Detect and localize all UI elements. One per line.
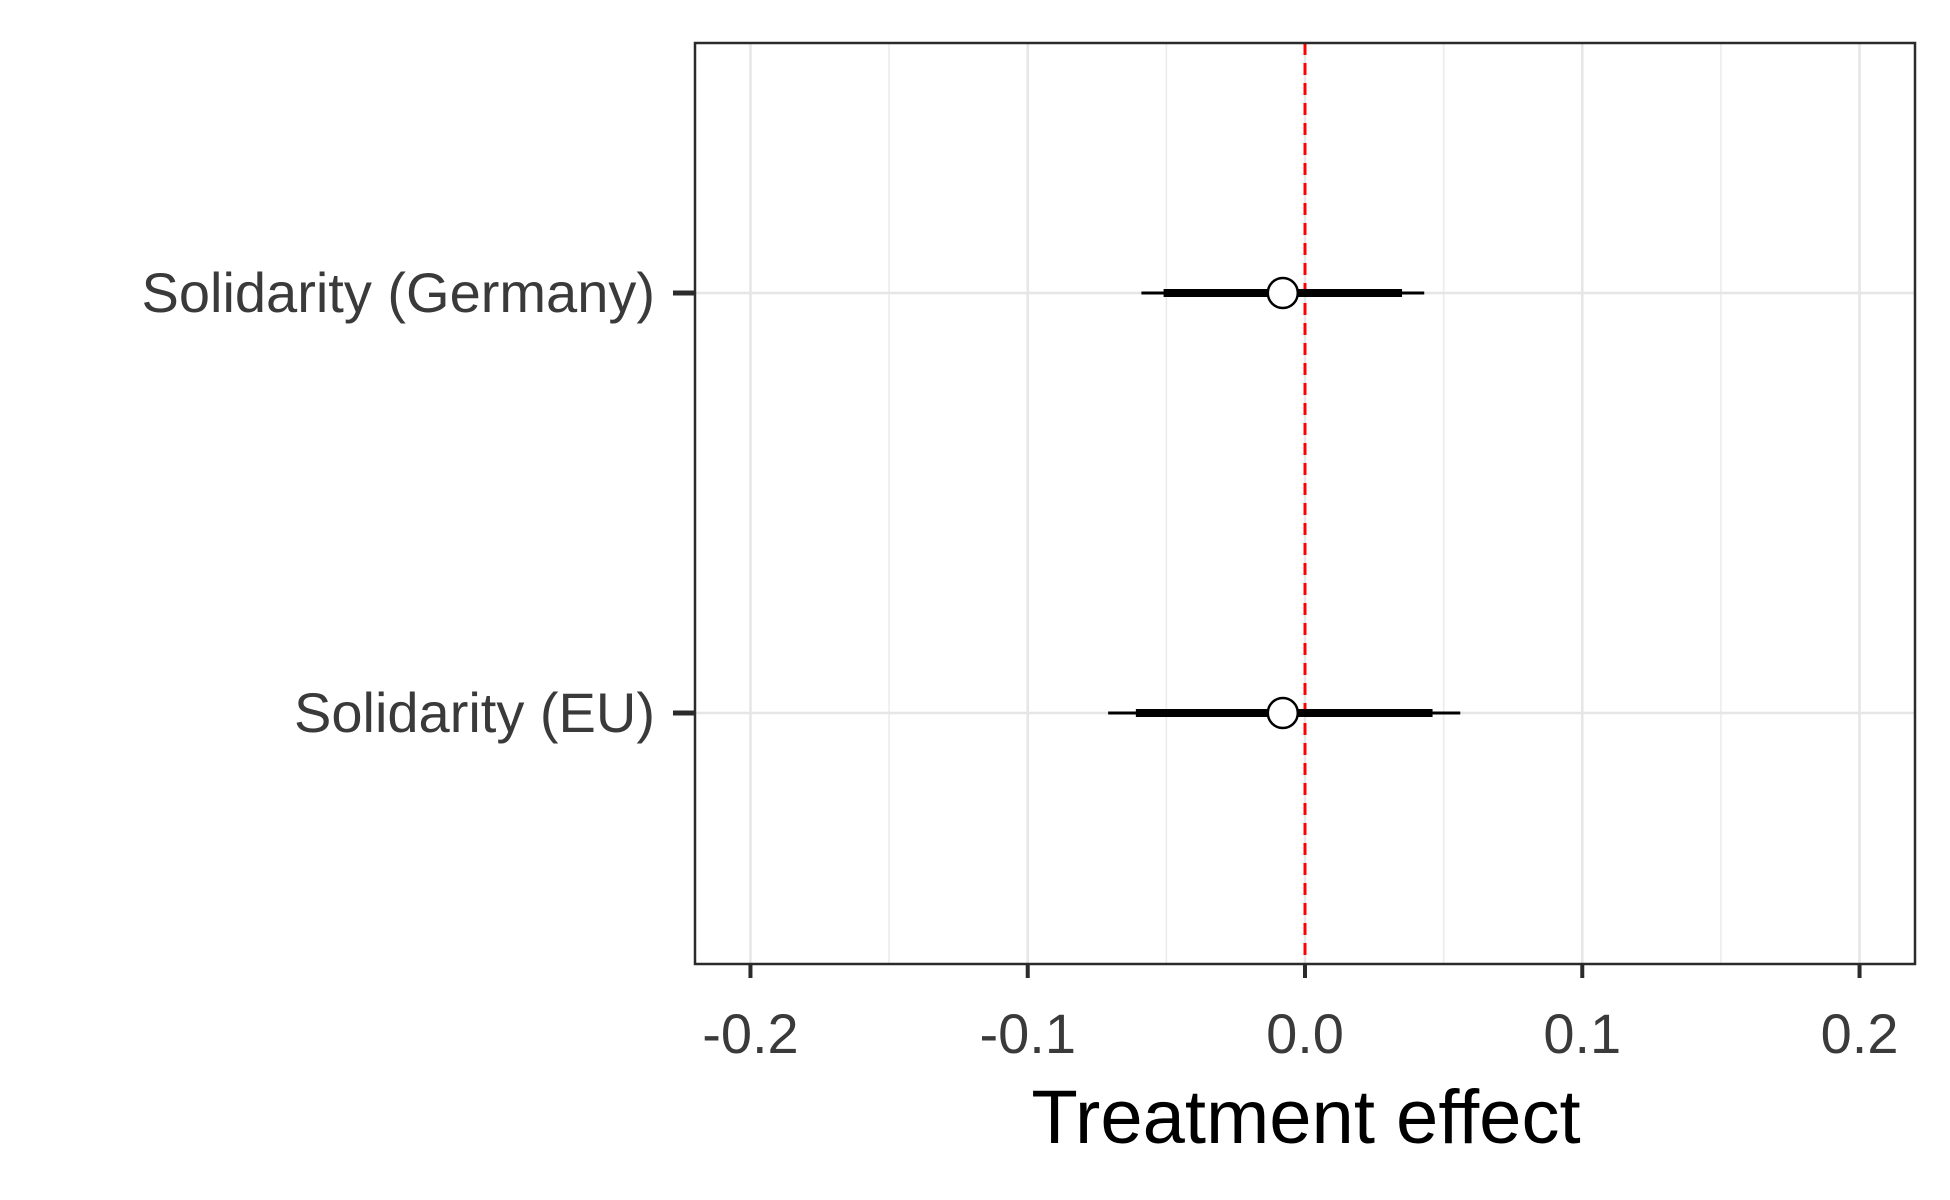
point-group [1266,276,1300,730]
x-tick-label: 0.1 [1543,1002,1621,1065]
interval-group [1108,289,1461,717]
point-estimate [1266,276,1300,310]
x-tick-label: -0.1 [979,1002,1076,1065]
x-axis: -0.2 -0.1 0.0 0.1 0.2 [702,964,1898,1065]
point-estimate [1266,696,1300,730]
major-gridlines [695,43,1915,964]
x-axis-title: Treatment effect [1031,1075,1580,1160]
x-tick-label: -0.2 [702,1002,799,1065]
x-tick-label: 0.0 [1266,1002,1344,1065]
y-category-label: Solidarity (Germany) [142,261,655,324]
y-axis: Solidarity (Germany) Solidarity (EU) [142,261,695,744]
y-category-label: Solidarity (EU) [294,681,655,744]
minor-gridlines [888,43,1722,964]
x-tick-label: 0.2 [1821,1002,1899,1065]
